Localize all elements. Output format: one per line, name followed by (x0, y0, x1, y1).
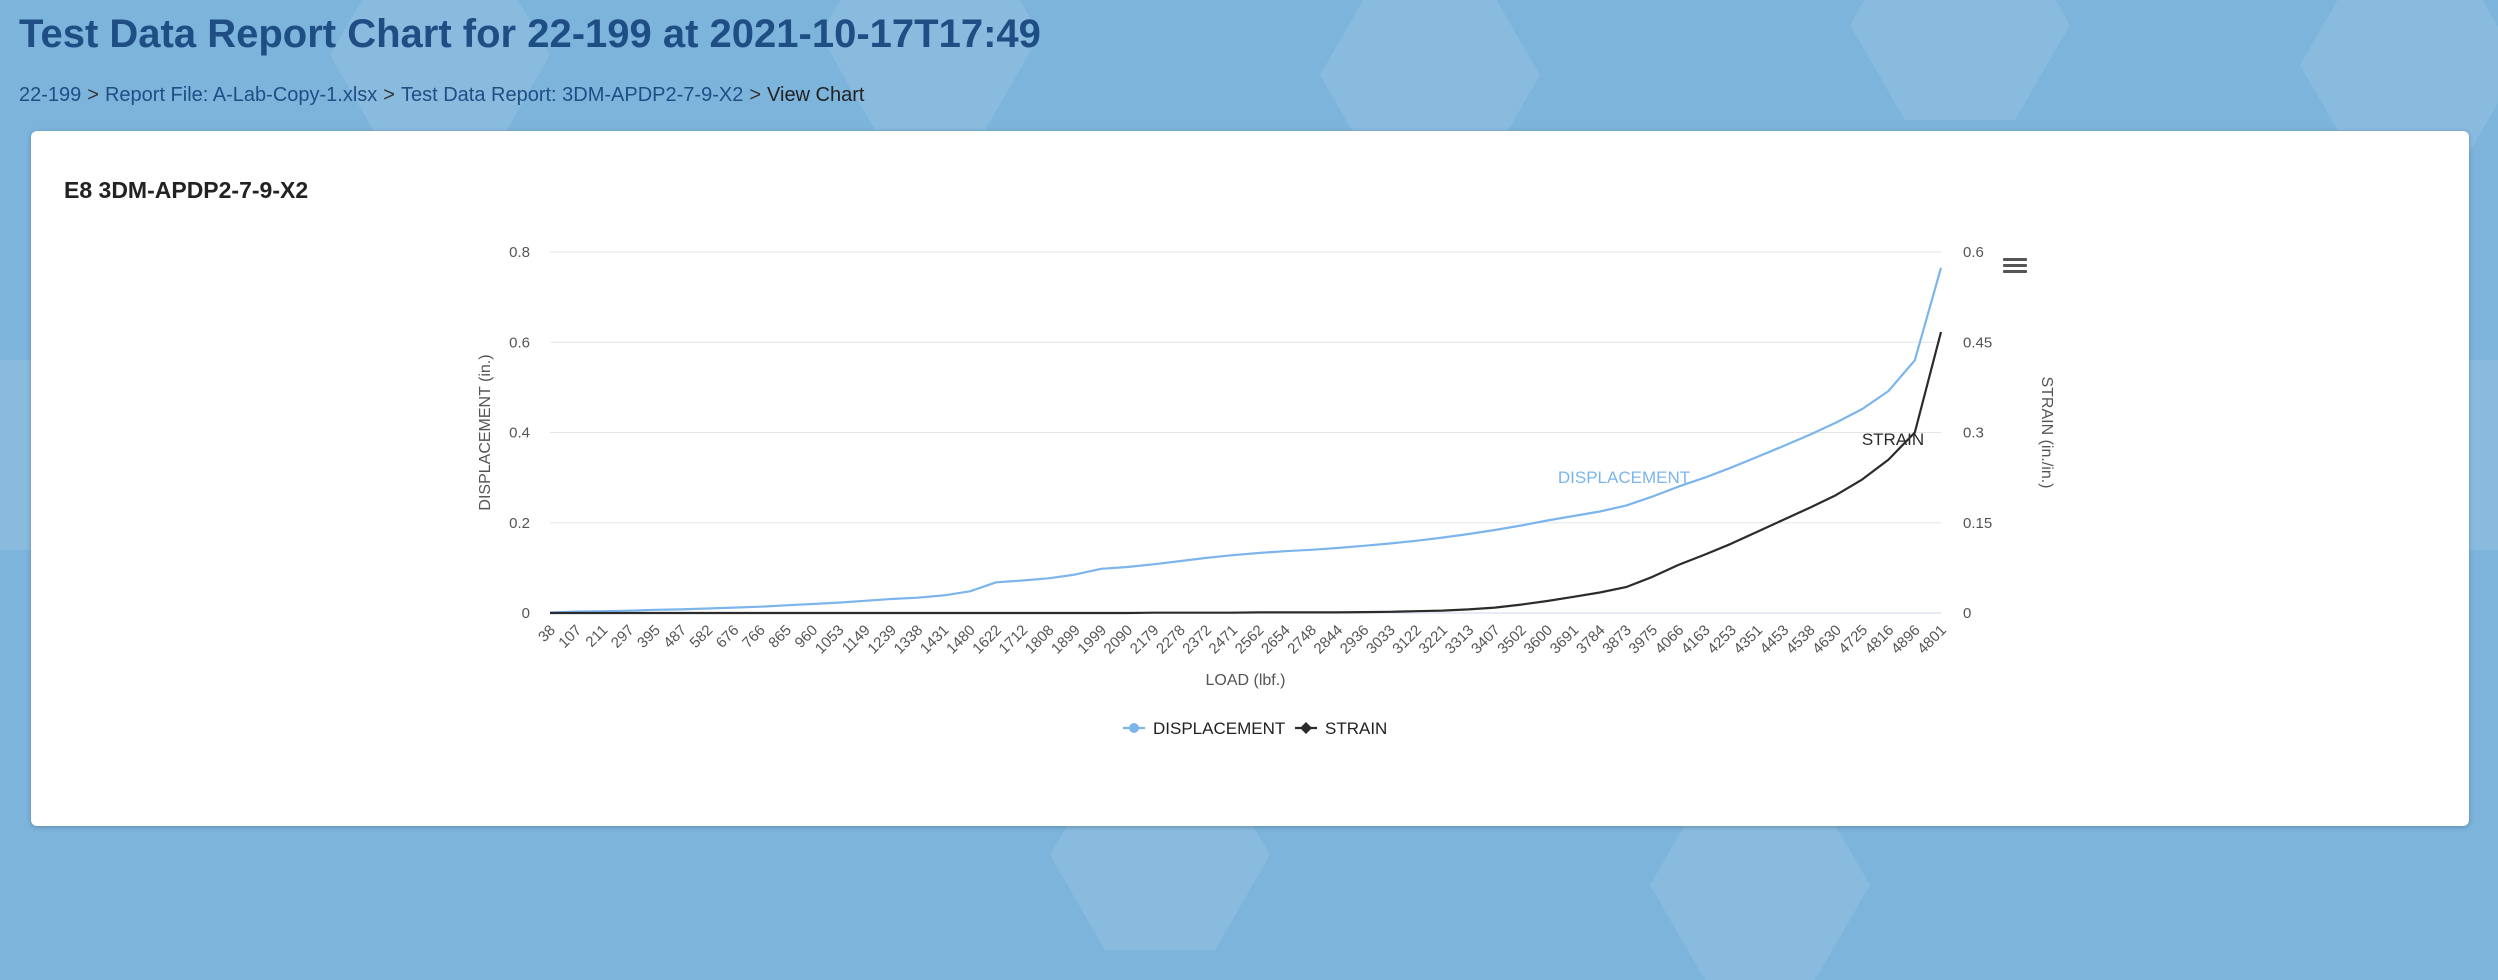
x-tick-label: 4630 (1809, 622, 1845, 658)
x-tick-label: 1480 (943, 622, 979, 658)
x-tick-label: 766 (739, 622, 769, 652)
x-tick-label: 38 (535, 622, 559, 646)
x-tick-label: 211 (582, 622, 611, 651)
chart-card: E8 3DM-APDP2-7-9-X2 0 0.2 0.4 0.6 0.8 0 0.15 0.… (31, 131, 2469, 826)
x-tick-label: 2278 (1153, 622, 1189, 658)
line-chart: 00.20.40.60.800.150.30.450.6381072112973… (477, 244, 2055, 738)
x-tick-label: 1999 (1074, 622, 1110, 658)
x-tick-label: 3691 (1547, 622, 1583, 658)
chart-card-title: E8 3DM-APDP2-7-9-X2 (64, 177, 309, 203)
x-tick-label: 3122 (1389, 622, 1425, 658)
x-tick-label: 1712 (996, 622, 1032, 658)
x-tick-label: 2654 (1258, 622, 1294, 658)
y-right-tick-label: 0.3 (1963, 425, 1984, 442)
x-tick-label: 1239 (864, 622, 900, 658)
series-label-strain: STRAIN (1862, 430, 1924, 449)
legend-strain-label: STRAIN (1325, 719, 1387, 738)
breadcrumb-separator: > (749, 84, 762, 106)
x-tick-label: 1338 (891, 622, 927, 658)
x-tick-label: 3873 (1599, 622, 1635, 658)
y-left-tick-label: 0.8 (509, 244, 530, 261)
x-tick-label: 1431 (917, 622, 953, 658)
x-tick-label: 107 (555, 622, 585, 652)
x-tick-label: 865 (765, 622, 795, 652)
y-right-tick-label: 0.15 (1963, 515, 1992, 532)
y-left-tick-label: 0.4 (509, 425, 530, 442)
x-tick-label: 3407 (1468, 622, 1504, 658)
page-title: Test Data Report Chart for 22-199 at 202… (19, 12, 1041, 56)
series-line-displacement (549, 267, 1943, 614)
x-tick-label: 4538 (1783, 622, 1819, 658)
breadcrumb: 22-199 > Report File: A-Lab-Copy-1.xlsx > Te… (19, 84, 864, 107)
series-label-displacement: DISPLACEMENT (1558, 468, 1690, 487)
x-axis-title: LOAD (lbf.) (1205, 672, 1285, 689)
y-left-axis-title: DISPLACEMENT (in.) (477, 354, 494, 510)
x-tick-label: 1622 (969, 622, 1005, 658)
y-left-tick-label: 0.6 (509, 334, 530, 351)
x-tick-label: 2471 (1206, 622, 1242, 658)
x-tick-label: 4801 (1914, 622, 1950, 658)
x-tick-label: 4816 (1862, 622, 1898, 658)
x-tick-label: 487 (660, 622, 690, 652)
y-right-tick-label: 0.45 (1963, 334, 1992, 351)
x-tick-label: 2748 (1284, 622, 1320, 658)
x-tick-label: 1899 (1048, 622, 1084, 658)
y-right-tick-label: 0 (1963, 605, 1971, 622)
x-tick-label: 1053 (812, 622, 848, 658)
x-tick-label: 3033 (1363, 622, 1399, 658)
y-left-tick-label: 0 (522, 605, 530, 622)
x-tick-label: 1808 (1022, 622, 1058, 658)
x-tick-label: 4066 (1652, 622, 1688, 658)
breadcrumb-current: View Chart (767, 84, 865, 106)
legend-strain-marker (1300, 722, 1312, 734)
y-right-axis-title: STRAIN (in./in.) (2038, 376, 2055, 488)
series-line-strain (550, 331, 1943, 615)
breadcrumb-separator: > (383, 84, 395, 106)
x-tick-label: 4725 (1835, 622, 1871, 658)
y-right-tick-label: 0.6 (1963, 244, 1984, 261)
x-tick-label: 3600 (1521, 622, 1557, 658)
x-tick-label: 582 (687, 622, 717, 652)
x-tick-label: 4163 (1678, 622, 1714, 658)
x-tick-label: 2090 (1101, 622, 1137, 658)
x-tick-label: 1149 (839, 622, 874, 657)
x-tick-label: 4253 (1704, 622, 1740, 658)
x-tick-label: 4896 (1888, 622, 1924, 658)
x-tick-label: 2372 (1179, 622, 1215, 658)
chart-menu-icon[interactable] (2003, 255, 2027, 279)
x-tick-label: 2936 (1337, 622, 1373, 658)
x-tick-label: 3784 (1573, 622, 1609, 658)
legend-displacement-label: DISPLACEMENT (1153, 719, 1285, 738)
breadcrumb-separator: > (87, 84, 99, 106)
breadcrumb-report-file-link[interactable]: Report File: A-Lab-Copy-1.xlsx (104, 84, 378, 106)
x-tick-label: 4453 (1757, 622, 1793, 658)
x-tick-label: 3313 (1442, 622, 1478, 658)
x-tick-label: 2179 (1127, 622, 1163, 658)
x-tick-label: 297 (608, 622, 638, 652)
legend-displacement-marker (1129, 723, 1139, 733)
breadcrumb-job-link[interactable]: 22-199 (19, 84, 82, 106)
y-left-tick-label: 0.2 (509, 515, 530, 532)
x-tick-label: 2562 (1232, 622, 1268, 658)
breadcrumb-test-report-link[interactable]: Test Data Report: 3DM-APDP2-7-9-X2 (400, 84, 744, 106)
x-tick-label: 3221 (1416, 622, 1452, 658)
x-tick-label: 4351 (1730, 622, 1766, 658)
x-tick-label: 395 (634, 622, 664, 652)
x-tick-label: 3975 (1626, 622, 1662, 658)
x-tick-label: 676 (713, 622, 743, 652)
x-tick-label: 2844 (1311, 622, 1347, 658)
x-tick-label: 3502 (1494, 622, 1530, 658)
